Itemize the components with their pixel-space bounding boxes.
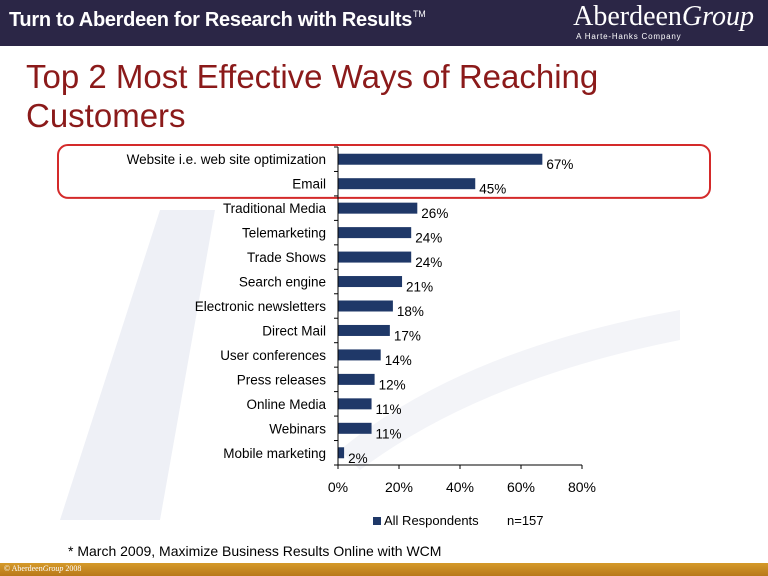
legend: All Respondents n=157 [373,513,544,528]
x-tick-label: 60% [507,479,535,495]
category-label: Mobile marketing [223,446,326,461]
x-axis: 0% 20% 40% 60% 80% [328,146,596,495]
source-footnote: * March 2009, Maximize Business Results … [68,543,442,559]
copyright-year: 2008 [65,564,82,573]
bar [338,300,393,312]
logo-word-aberdeen: Aberdeen [573,1,682,32]
header-banner: Turn to Aberdeen for Research with Resul… [0,0,768,46]
bar [338,251,412,263]
value-label: 24% [415,255,442,270]
bar [338,373,375,385]
category-label: User conferences [220,348,326,363]
logo-word-group: Group [681,1,754,32]
bar [338,202,418,214]
value-label: 26% [421,206,448,221]
category-label: Telemarketing [242,226,326,241]
bars [338,153,543,459]
bar [338,349,381,361]
value-label: 18% [397,304,424,319]
category-label: Press releases [237,372,327,387]
value-label: 17% [394,328,421,343]
legend-entry: All Respondents [384,513,479,528]
copyright-group: Group [42,564,64,573]
legend-swatch [373,517,381,525]
bar [338,227,412,239]
category-label: Search engine [239,275,326,290]
category-label: Email [292,177,326,192]
value-labels: 67% 45% 26% 24% 24% 21% 18% 17% 14% 12% 11% 11% 2% [348,157,573,466]
value-label: 21% [406,280,433,295]
value-label: 12% [379,377,406,392]
footer-bar: © AberdeenGroup 2008 [0,563,768,576]
x-tick-label: 20% [385,479,413,495]
copyright-prefix: © Aberdeen [4,564,43,573]
x-tick-label: 40% [446,479,474,495]
logo-subtitle: A Harte-Hanks Company [576,32,682,41]
value-label: 2% [348,451,368,466]
trademark-mark: TM [413,9,426,19]
category-label: Direct Mail [262,323,326,338]
category-label: Electronic newsletters [195,299,327,314]
highlight-layer [57,144,711,199]
category-label: Traditional Media [223,201,327,216]
x-tick-label: 0% [328,479,348,495]
bar [338,153,543,165]
highlight-box [57,144,711,199]
logo-wordmark: AberdeenGroup [573,2,754,32]
value-label: 45% [479,182,506,197]
value-label: 24% [415,231,442,246]
value-label: 11% [376,402,402,417]
x-tick-label: 80% [568,479,596,495]
slide-title: Top 2 Most Effective Ways of Reaching Cu… [26,58,599,134]
bar [338,178,476,190]
category-label: Trade Shows [247,250,326,265]
value-label: 11% [376,426,402,441]
bar [338,276,403,288]
bar [338,324,390,336]
bar [338,447,345,459]
legend-note: n=157 [507,513,544,528]
banner-tagline: Turn to Aberdeen for Research with Resul… [9,9,426,32]
aberdeen-logo: AberdeenGroup A Harte-Hanks Company [573,2,754,42]
category-label: Website i.e. web site optimization [127,152,326,167]
category-label: Webinars [269,421,326,436]
value-label: 67% [546,157,573,172]
category-label: Online Media [246,397,326,412]
banner-tagline-text: Turn to Aberdeen for Research with Resul… [9,9,413,31]
copyright: © AberdeenGroup 2008 [4,564,81,573]
bar [338,422,372,434]
category-labels: Website i.e. web site optimization Email T… [127,152,327,461]
value-label: 14% [385,353,412,368]
bar [338,398,372,410]
